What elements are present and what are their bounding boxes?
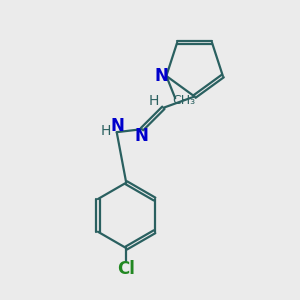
Text: H: H [101,124,112,138]
Text: N: N [110,117,124,135]
Text: CH₃: CH₃ [172,94,195,107]
Text: H: H [149,94,159,108]
Text: N: N [134,127,148,145]
Text: N: N [154,67,168,85]
Text: Cl: Cl [117,260,135,278]
